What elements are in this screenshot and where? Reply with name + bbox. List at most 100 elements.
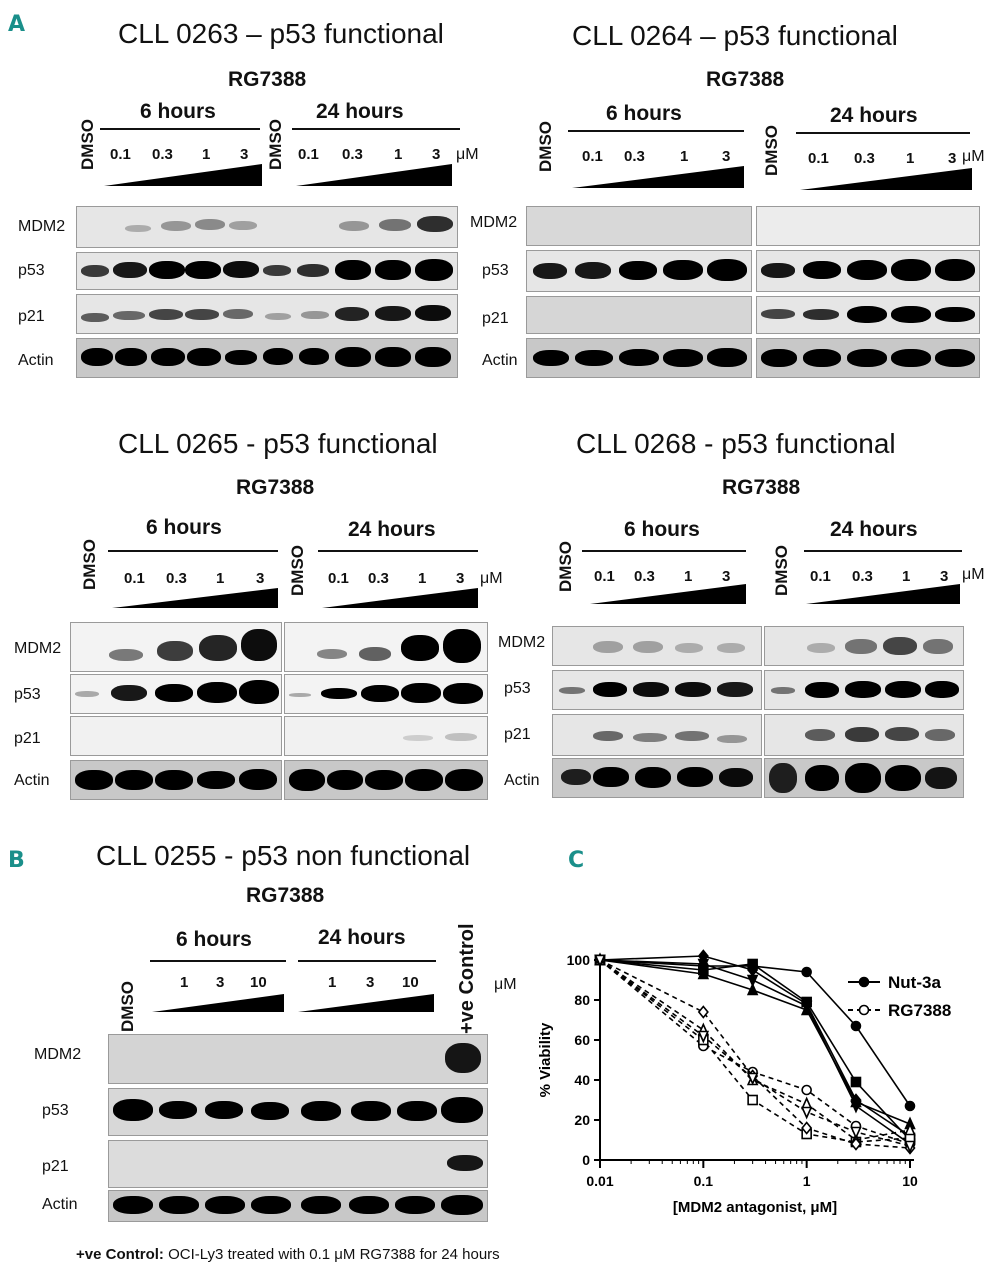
- y-tick-label: 100: [567, 952, 591, 968]
- twenty-four-hours-label: 24 hours: [318, 926, 406, 949]
- conc-label: 0.1: [298, 146, 319, 163]
- conc-label: 3: [432, 146, 441, 163]
- p21-blot: [284, 716, 488, 756]
- conc-label: 3: [216, 974, 225, 991]
- viability-chart: 0 20 40 60 80 100 0.01 0.1 1 10 [MDM2 antagonist, …: [537, 949, 951, 1216]
- p21-blot: [70, 716, 282, 756]
- concentration-wedge: [296, 164, 452, 186]
- conc-label: 3: [456, 570, 465, 587]
- actin-blot: [70, 760, 282, 800]
- footnote: +ve Control: OCI-Ly3 treated with 0.1 μM…: [76, 1246, 500, 1263]
- six-hours-bar: [108, 550, 278, 552]
- p21-blot: [552, 714, 762, 756]
- conc-label: 3: [722, 148, 731, 165]
- mdm2-blot: [70, 622, 282, 672]
- actin-blot: [76, 338, 458, 378]
- p53-blot: [552, 670, 762, 710]
- conc-label: 1: [684, 568, 693, 585]
- actin-blot: [108, 1190, 488, 1222]
- y-tick-label: 80: [574, 992, 590, 1008]
- dmso-label: DMSO: [288, 545, 307, 596]
- series-line: [599, 955, 911, 1137]
- conc-label: 0.3: [152, 146, 173, 163]
- mdm2-label: MDM2: [498, 634, 546, 651]
- data-point: [801, 1084, 812, 1096]
- series-line: [599, 959, 911, 1143]
- p53-blot: [76, 252, 458, 290]
- concentration-wedge: [800, 168, 972, 190]
- six-hours-bar: [100, 128, 260, 130]
- conc-label: 0.3: [166, 570, 187, 587]
- conc-label: 3: [948, 150, 957, 167]
- data-point: [801, 1121, 813, 1135]
- conc-label: 0.3: [342, 146, 363, 163]
- data-point: [697, 958, 710, 972]
- six-hours-label: 6 hours: [624, 518, 700, 541]
- data-point: [904, 1122, 916, 1136]
- x-axis-label: [MDM2 antagonist, μM]: [673, 1199, 837, 1216]
- p53-blot: [70, 674, 282, 714]
- mdm2-blot: [764, 626, 964, 666]
- six-hours-bar: [150, 960, 286, 962]
- p53-label: p53: [14, 686, 41, 703]
- chart-legend: Nut-3a RG7388: [848, 973, 951, 1020]
- p21-blot: [76, 294, 458, 334]
- concentration-wedge: [322, 588, 478, 608]
- twenty-four-hours-bar: [292, 128, 460, 130]
- conc-label: 1: [394, 146, 403, 163]
- concentration-wedge: [152, 994, 284, 1012]
- twenty-four-hours-bar: [298, 960, 436, 962]
- data-point: [697, 966, 710, 980]
- footnote-text: OCI-Ly3 treated with 0.1 μM RG7388 for 2…: [163, 1246, 500, 1263]
- data-point: [746, 1072, 759, 1086]
- dmso-label: DMSO: [556, 541, 575, 592]
- mdm2-blot: [526, 206, 752, 246]
- conc-label: 0.1: [124, 570, 145, 587]
- concentration-wedge: [806, 584, 960, 604]
- data-point: [904, 1140, 916, 1154]
- six-hours-bar: [582, 550, 746, 552]
- actin-blot: [756, 338, 980, 378]
- actin-blot: [284, 760, 488, 800]
- dmso-label: DMSO: [266, 119, 285, 170]
- dmso-label: DMSO: [78, 119, 97, 170]
- data-point: [594, 954, 606, 968]
- panel-letter-b: B: [8, 848, 25, 873]
- actin-label: Actin: [504, 772, 540, 789]
- blot-title: CLL 0264 – p53 functional: [572, 20, 898, 51]
- conc-label: 1: [902, 568, 911, 585]
- series-line: [599, 959, 911, 1145]
- y-tick-label: 40: [574, 1072, 590, 1088]
- data-point: [904, 1100, 916, 1112]
- unit-label: μM: [456, 146, 479, 163]
- p21-blot: [764, 714, 964, 756]
- p53-blot: [284, 674, 488, 714]
- conc-label: 1: [216, 570, 225, 587]
- chart-series: [594, 949, 916, 1155]
- twenty-four-hours-bar: [318, 550, 478, 552]
- dmso-label: DMSO: [536, 121, 555, 172]
- data-point: [850, 1100, 862, 1114]
- data-point: [801, 966, 812, 978]
- data-point: [850, 1137, 862, 1151]
- conc-label: 3: [366, 974, 375, 991]
- twenty-four-hours-label: 24 hours: [348, 518, 436, 541]
- conc-label: 1: [180, 974, 189, 991]
- conc-label: 10: [250, 974, 267, 991]
- concentration-wedge: [590, 584, 746, 604]
- p53-label: p53: [42, 1102, 69, 1119]
- conc-label: 0.3: [634, 568, 655, 585]
- conc-label: 0.1: [328, 570, 349, 587]
- x-tick-label: 10: [902, 1173, 918, 1189]
- p53-label: p53: [18, 262, 45, 279]
- blot-title: CLL 0268 - p53 functional: [576, 428, 896, 459]
- data-point: [697, 1005, 709, 1019]
- unit-label: μM: [494, 976, 517, 993]
- actin-label: Actin: [482, 352, 518, 369]
- unit-label: μM: [480, 570, 503, 587]
- unit-label: μM: [962, 566, 985, 583]
- conc-label: 0.3: [624, 148, 645, 165]
- conc-label: 0.1: [808, 150, 829, 167]
- conc-label: 0.1: [582, 148, 603, 165]
- legend-label: Nut-3a: [888, 973, 941, 992]
